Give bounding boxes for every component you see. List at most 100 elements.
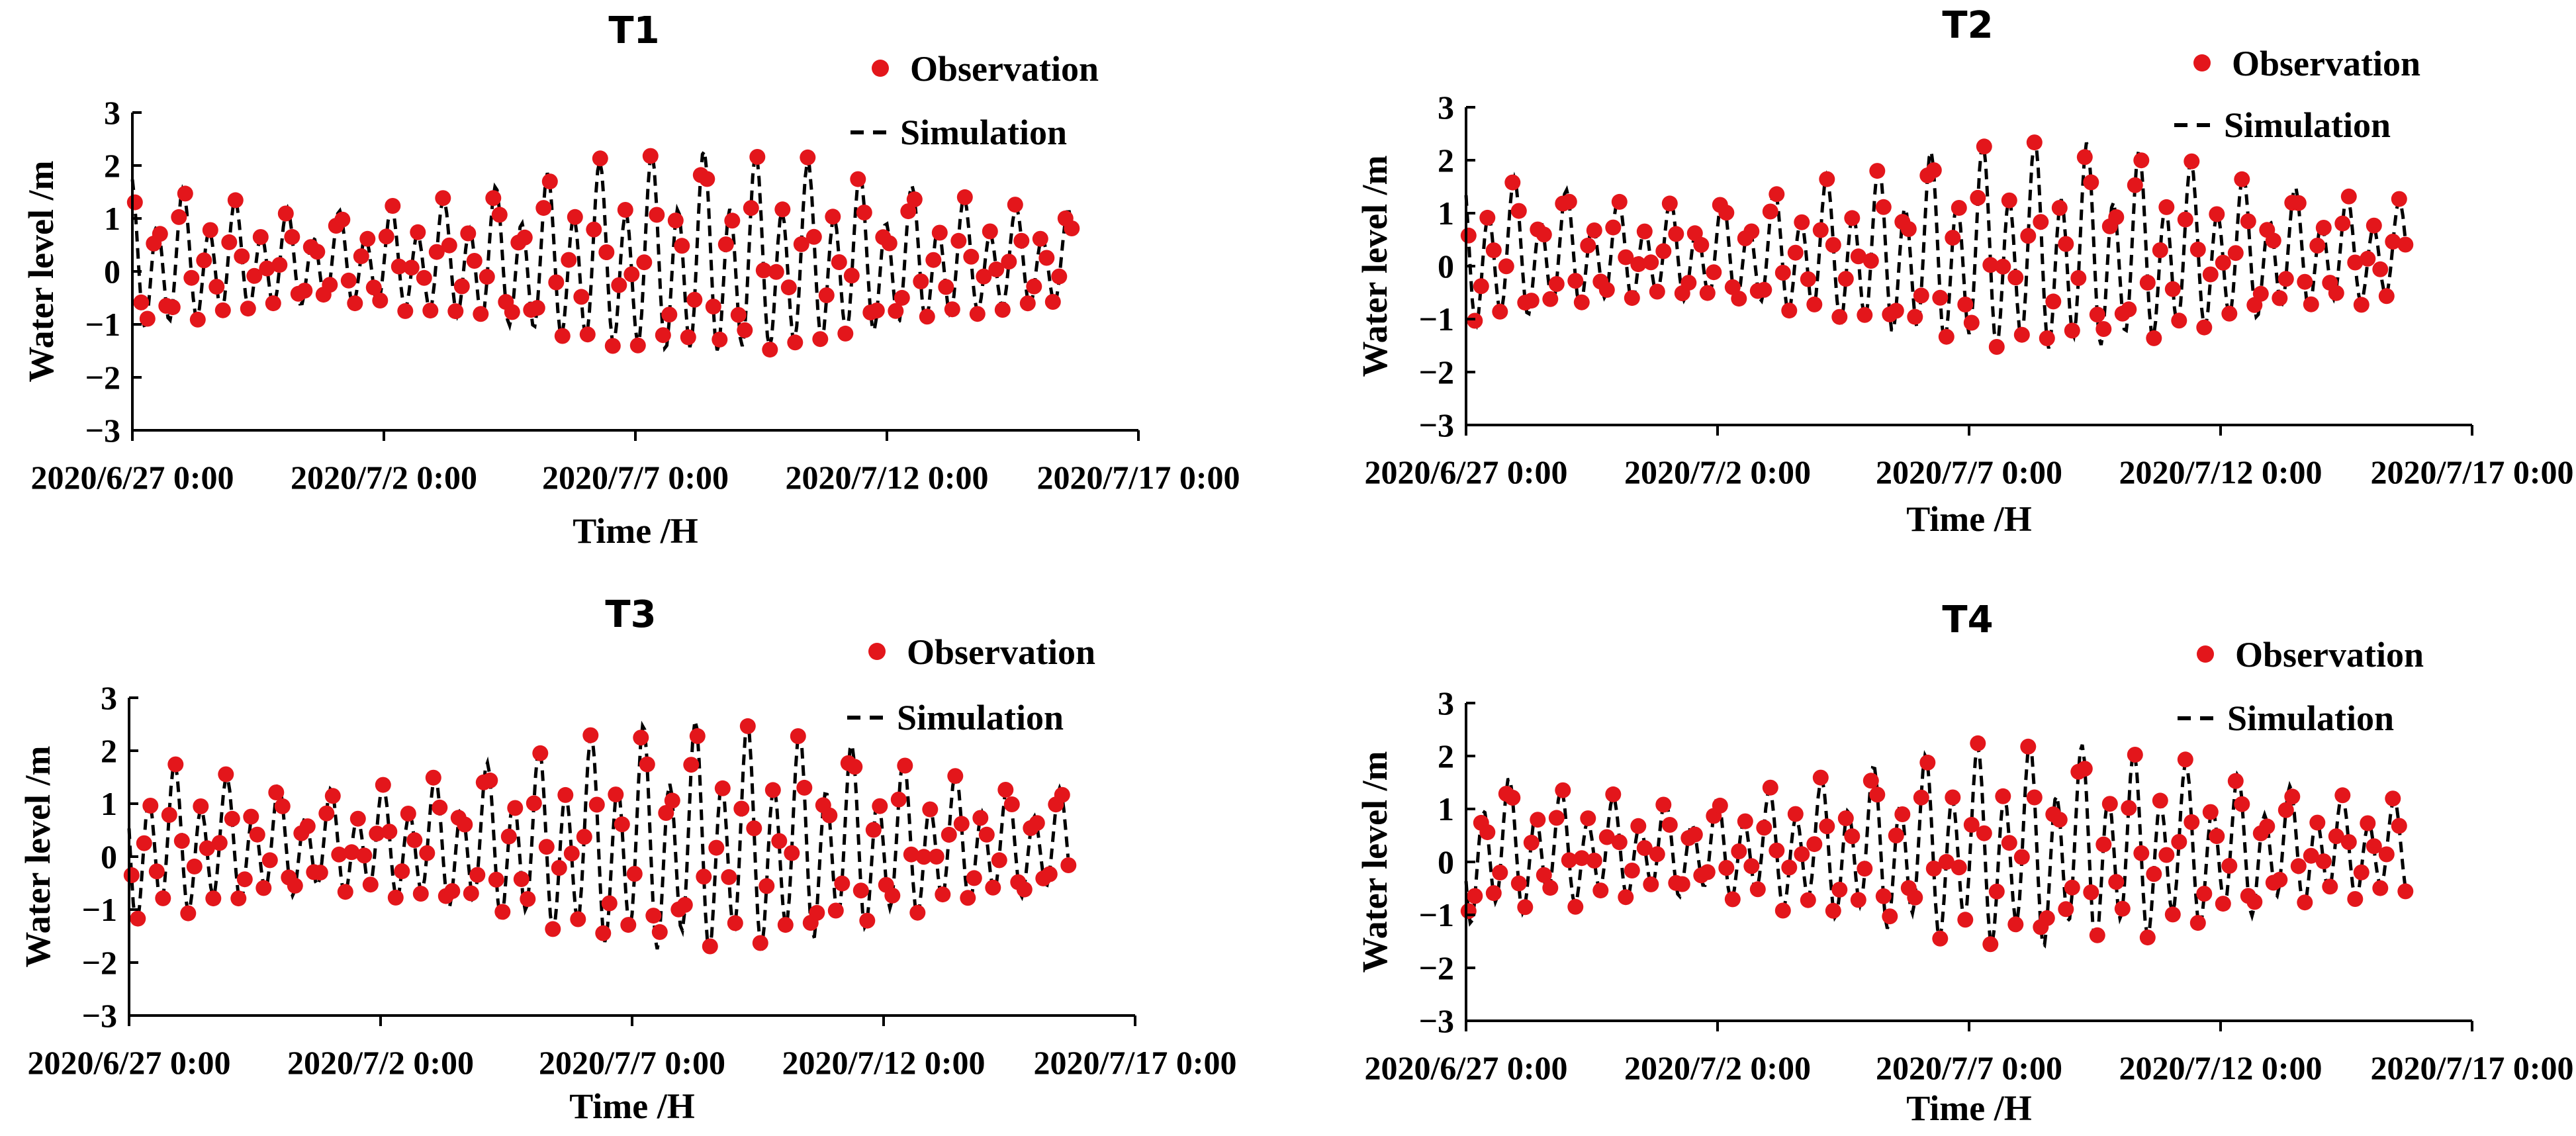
observation-point	[1473, 278, 1489, 295]
observation-point	[721, 869, 737, 885]
x-axis-label: Time /H	[573, 511, 698, 551]
observation-point	[859, 912, 876, 929]
observation-point	[2209, 828, 2225, 845]
observation-point	[2334, 787, 2351, 804]
observation-point	[988, 261, 1005, 277]
observation-point	[1643, 876, 1659, 892]
observation-point	[1963, 816, 1980, 833]
observation-point	[2309, 814, 2326, 831]
observation-point	[155, 890, 171, 906]
legend-observation-label: Observation	[910, 49, 1099, 89]
observation-point	[608, 786, 624, 803]
observation-point	[142, 798, 159, 814]
observation-point	[2121, 301, 2137, 318]
observation-point	[2340, 834, 2357, 850]
observation-point	[161, 807, 177, 823]
observation-point	[466, 253, 483, 269]
observation-point	[1567, 273, 1584, 289]
y-tick-label: 3	[1438, 685, 1454, 722]
observation-point	[224, 810, 240, 827]
panel-t2: T2 Observation Simulation 3 2 1 0 −1 −2 −3 202…	[1355, 4, 2573, 539]
observation-point	[340, 272, 357, 289]
observation-point	[661, 307, 678, 323]
observation-point	[1674, 876, 1690, 892]
observation-point	[746, 820, 762, 837]
observation-point	[2196, 886, 2213, 902]
panel-title: T3	[605, 593, 656, 636]
observation-point	[1661, 195, 1678, 212]
observation-point	[1051, 268, 1068, 285]
observation-point	[1624, 290, 1640, 307]
observation-point	[362, 876, 379, 893]
panel-title: T1	[608, 9, 659, 52]
observation-point	[148, 863, 165, 880]
observation-point	[1900, 221, 1917, 237]
observation-point	[2013, 849, 2030, 865]
observation-point	[843, 267, 860, 284]
observation-point	[1913, 789, 1929, 806]
observation-point	[1460, 903, 1477, 920]
observation-point	[978, 826, 995, 843]
observation-point	[1718, 860, 1735, 876]
observation-point	[1019, 295, 1036, 312]
y-tick-label: −1	[85, 306, 121, 343]
legend-simulation-label: Simulation	[897, 698, 1064, 737]
observation-point	[541, 173, 558, 190]
observation-point	[1573, 850, 1590, 867]
observation-point	[620, 917, 637, 933]
observation-point	[1580, 237, 1596, 254]
y-ticks: 3 2 1 0 −1 −2 −3	[82, 679, 138, 1034]
y-tick-label: 3	[104, 94, 120, 131]
y-tick-label: 3	[101, 679, 117, 716]
observation-point	[1731, 291, 1747, 307]
observation-point	[2265, 232, 2281, 249]
observation-point	[268, 784, 285, 800]
observation-point	[976, 268, 992, 285]
observation-point	[771, 833, 788, 849]
observation-point	[2089, 307, 2105, 323]
observation-point	[588, 796, 605, 813]
observation-point	[403, 260, 420, 276]
x-tick-label: 2020/7/12 0:00	[786, 459, 989, 496]
observation-point	[1787, 806, 1804, 822]
observation-point	[2114, 900, 2131, 917]
observation-point	[714, 780, 731, 796]
observation-point	[488, 871, 504, 888]
observation-point	[208, 279, 225, 295]
observation-point	[297, 283, 313, 299]
observation-point	[265, 295, 281, 312]
observation-point	[2146, 866, 2162, 882]
observation-point	[2026, 134, 2043, 151]
observation-point	[312, 865, 328, 881]
legend-observation-label: Observation	[2232, 44, 2420, 83]
observation-point	[1957, 912, 1974, 928]
observation-point	[1561, 193, 1577, 210]
panel-t3: T3 Observation Simulation 3 2 1 0 −1 −2 −3 202…	[18, 593, 1236, 1126]
y-tick-label: −1	[82, 891, 118, 928]
x-axis-label: Time /H	[569, 1086, 695, 1126]
observation-point	[586, 221, 602, 238]
observation-point	[2133, 845, 2150, 861]
observation-point	[935, 886, 951, 903]
observation-point	[284, 228, 300, 245]
observation-point	[919, 308, 935, 325]
observation-point	[554, 328, 571, 344]
observation-point	[1510, 875, 1527, 892]
observation-point	[1982, 257, 1999, 273]
observation-point	[2013, 326, 2030, 343]
observation-point	[2177, 751, 2193, 768]
observation-point	[2064, 322, 2080, 339]
observation-point	[167, 756, 184, 773]
observation-point	[1888, 828, 1904, 843]
observation-point	[243, 808, 259, 825]
y-tick-label: −3	[1419, 406, 1455, 444]
observation-point	[1007, 197, 1023, 213]
observation-point	[1016, 881, 1033, 898]
observation-point	[139, 310, 156, 327]
x-axis-label: Time /H	[1906, 499, 2032, 539]
observation-point	[1567, 898, 1584, 915]
observation-point	[1054, 786, 1070, 803]
observation-point	[2347, 891, 2364, 907]
observation-point	[601, 895, 618, 912]
observation-point	[2290, 858, 2307, 875]
